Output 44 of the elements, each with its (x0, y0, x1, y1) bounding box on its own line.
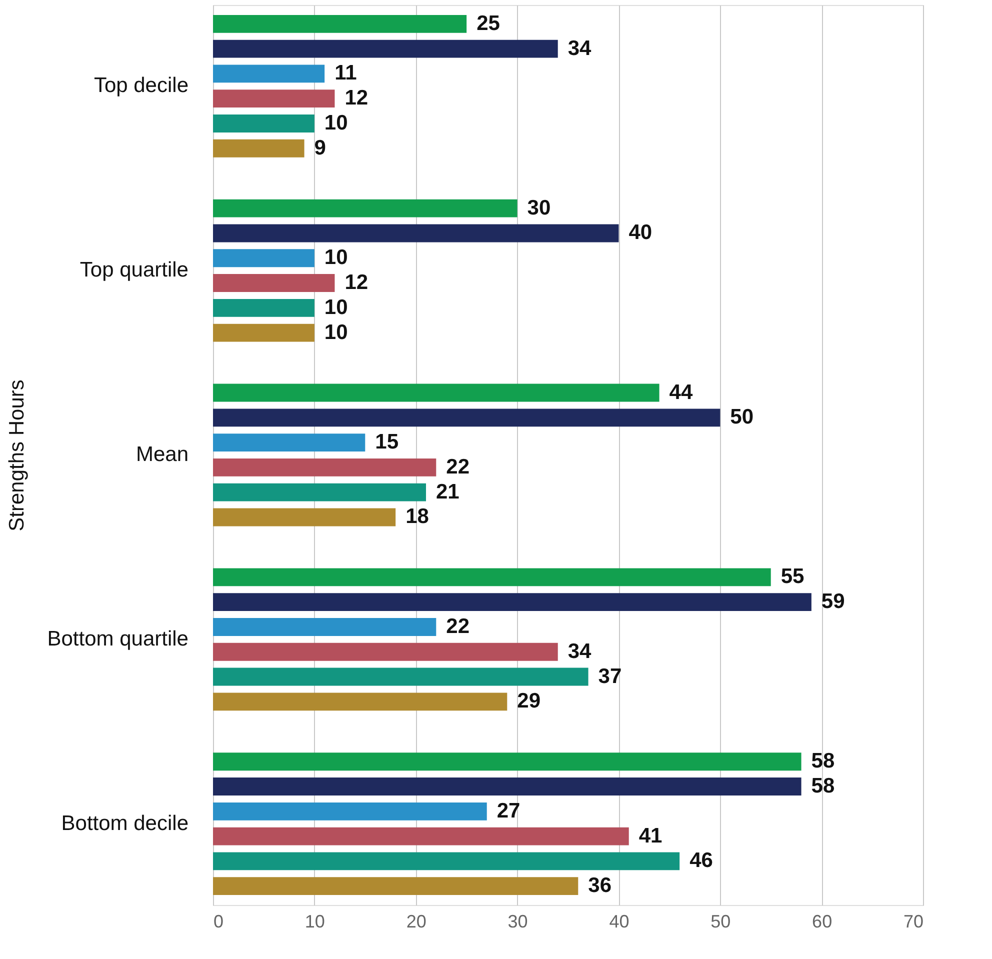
data-label: 12 (344, 271, 368, 294)
x-tick-label: 50 (710, 912, 731, 932)
x-tick-label: 40 (609, 912, 630, 932)
data-label: 59 (821, 590, 845, 614)
data-label: 25 (476, 12, 500, 35)
x-tick-label: 20 (406, 912, 426, 932)
data-label: 58 (811, 750, 835, 773)
data-label: 22 (446, 614, 470, 638)
data-label: 11 (334, 62, 358, 85)
x-tick-label: 60 (812, 912, 832, 932)
data-label: 41 (638, 824, 663, 848)
data-label: 10 (324, 296, 348, 319)
data-label: 22 (446, 455, 470, 478)
data-label: 40 (628, 221, 652, 244)
data-label: 34 (568, 36, 592, 60)
data-label: 50 (730, 406, 754, 429)
y-tick-label: Bottom decile (61, 812, 188, 835)
data-label: 55 (780, 565, 805, 588)
y-tick-label: Top quartile (80, 258, 188, 282)
x-tick-label: 0 (214, 912, 224, 932)
y-axis-title: Strengths Hours (5, 380, 28, 532)
data-label: 46 (690, 849, 713, 872)
data-label: 29 (517, 690, 540, 713)
x-tick-label: 10 (304, 912, 325, 932)
data-label: 10 (324, 246, 348, 270)
data-label: 10 (324, 111, 348, 134)
x-tick-label: 30 (508, 912, 528, 932)
data-label: 58 (811, 774, 835, 798)
y-tick-label: Top decile (94, 74, 188, 98)
data-label: 15 (375, 430, 399, 454)
data-label: 34 (568, 640, 592, 663)
x-tick-label: 70 (903, 912, 924, 932)
data-label: 10 (324, 320, 348, 344)
data-label: 36 (588, 874, 612, 898)
data-label: 21 (436, 480, 460, 504)
data-label: 44 (669, 380, 693, 404)
y-tick-label: Bottom quartile (47, 627, 188, 650)
data-label: 12 (344, 86, 368, 110)
data-label: 18 (406, 505, 430, 528)
data-label: 9 (314, 136, 326, 160)
data-label: 27 (496, 799, 520, 822)
y-tick-label: Mean (136, 443, 188, 466)
data-label: 30 (527, 196, 551, 220)
data-label: 37 (598, 664, 622, 688)
